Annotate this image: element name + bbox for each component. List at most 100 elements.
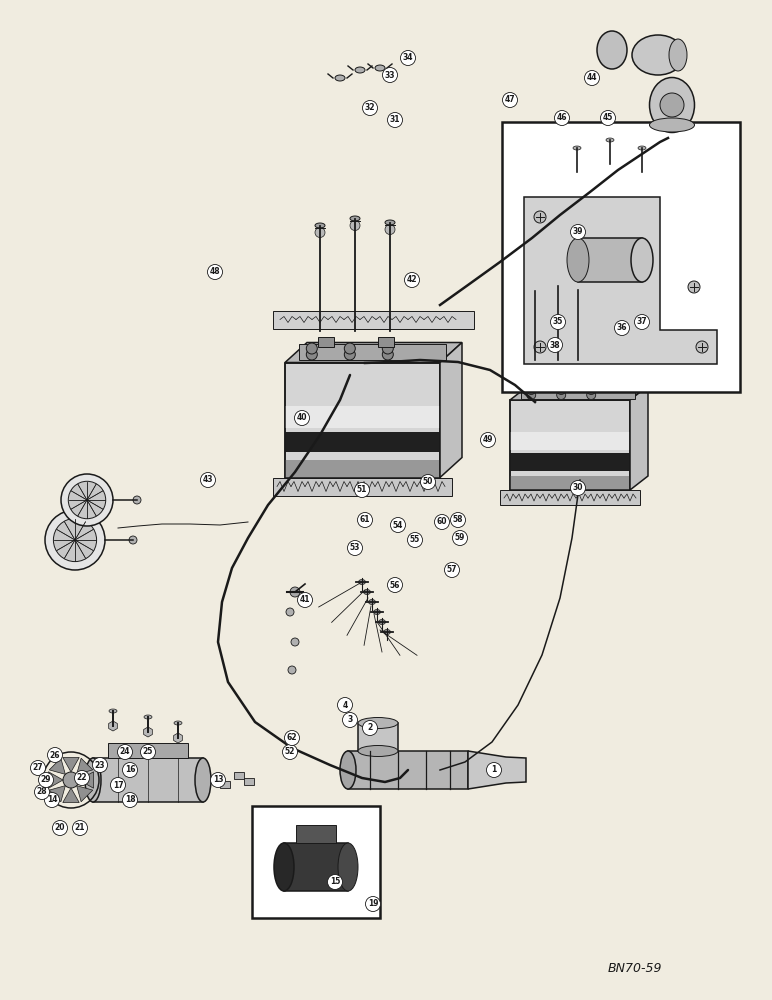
Circle shape <box>547 338 563 353</box>
Bar <box>500 490 640 505</box>
Circle shape <box>554 288 562 296</box>
Text: 40: 40 <box>296 414 307 422</box>
Text: 56: 56 <box>390 580 400 589</box>
Ellipse shape <box>368 599 375 604</box>
Text: 53: 53 <box>350 544 361 552</box>
Text: 45: 45 <box>603 113 613 122</box>
Text: 26: 26 <box>49 750 60 760</box>
Ellipse shape <box>340 751 356 789</box>
Text: 13: 13 <box>213 776 223 784</box>
Ellipse shape <box>364 589 371 594</box>
Ellipse shape <box>631 238 653 282</box>
Circle shape <box>574 292 582 300</box>
Circle shape <box>347 540 363 556</box>
Circle shape <box>571 225 585 239</box>
Text: 20: 20 <box>55 824 66 832</box>
Bar <box>510 432 630 450</box>
Ellipse shape <box>375 65 385 71</box>
Circle shape <box>388 112 402 127</box>
Bar <box>108 743 188 758</box>
Bar <box>510 453 630 471</box>
Text: 43: 43 <box>203 476 213 485</box>
Circle shape <box>39 772 53 788</box>
Circle shape <box>61 474 113 526</box>
Circle shape <box>52 820 67 836</box>
Circle shape <box>45 510 105 570</box>
Text: 25: 25 <box>143 748 153 756</box>
Circle shape <box>382 68 398 83</box>
Text: 3: 3 <box>347 716 353 724</box>
Circle shape <box>405 272 419 288</box>
Circle shape <box>343 712 357 728</box>
Ellipse shape <box>606 138 614 142</box>
Circle shape <box>527 390 536 399</box>
Polygon shape <box>524 197 717 364</box>
Circle shape <box>445 562 459 578</box>
Text: 19: 19 <box>367 900 378 908</box>
Text: 17: 17 <box>113 780 124 790</box>
Circle shape <box>557 390 566 399</box>
Circle shape <box>31 760 46 776</box>
Text: 24: 24 <box>120 748 130 756</box>
Text: 41: 41 <box>300 595 310 604</box>
Circle shape <box>68 481 106 519</box>
Ellipse shape <box>358 718 398 728</box>
FancyBboxPatch shape <box>502 122 740 392</box>
Circle shape <box>388 578 402 592</box>
Circle shape <box>75 770 90 786</box>
Circle shape <box>283 744 297 760</box>
Circle shape <box>354 483 370 497</box>
Circle shape <box>401 50 415 66</box>
Bar <box>244 778 254 785</box>
Circle shape <box>408 532 422 548</box>
Circle shape <box>550 314 566 330</box>
Text: 62: 62 <box>286 734 297 742</box>
Ellipse shape <box>174 721 182 725</box>
Bar <box>502 360 656 374</box>
Circle shape <box>615 320 629 336</box>
Text: 60: 60 <box>437 518 447 526</box>
Circle shape <box>48 748 63 762</box>
Polygon shape <box>510 386 648 400</box>
Text: 55: 55 <box>410 536 420 544</box>
Circle shape <box>294 410 310 426</box>
Bar <box>521 385 635 399</box>
Circle shape <box>285 730 300 746</box>
Ellipse shape <box>109 709 117 713</box>
Circle shape <box>344 343 355 354</box>
Bar <box>220 781 230 788</box>
Bar <box>378 336 394 347</box>
Circle shape <box>286 608 294 616</box>
Circle shape <box>382 349 393 360</box>
Circle shape <box>45 792 59 808</box>
Text: 1: 1 <box>491 766 496 774</box>
FancyBboxPatch shape <box>252 806 380 918</box>
Text: 54: 54 <box>393 520 403 530</box>
Circle shape <box>635 314 649 330</box>
Polygon shape <box>49 772 63 788</box>
Polygon shape <box>630 386 648 490</box>
Circle shape <box>35 784 49 800</box>
Circle shape <box>208 264 222 279</box>
Text: 34: 34 <box>403 53 413 62</box>
Bar <box>318 336 334 347</box>
Text: 38: 38 <box>550 340 560 350</box>
Circle shape <box>63 772 79 788</box>
Bar <box>358 723 398 751</box>
Text: 50: 50 <box>423 478 433 487</box>
Text: 27: 27 <box>32 764 43 772</box>
Bar <box>273 478 452 495</box>
Ellipse shape <box>358 580 365 584</box>
Circle shape <box>350 221 360 231</box>
Circle shape <box>554 110 570 125</box>
Text: 46: 46 <box>557 113 567 122</box>
Text: 44: 44 <box>587 74 598 83</box>
Circle shape <box>363 720 378 736</box>
Text: 29: 29 <box>41 776 51 784</box>
Circle shape <box>306 349 317 360</box>
Circle shape <box>584 70 600 86</box>
Bar <box>93 758 203 802</box>
Ellipse shape <box>315 223 325 228</box>
Circle shape <box>660 93 684 117</box>
Bar <box>296 825 336 843</box>
